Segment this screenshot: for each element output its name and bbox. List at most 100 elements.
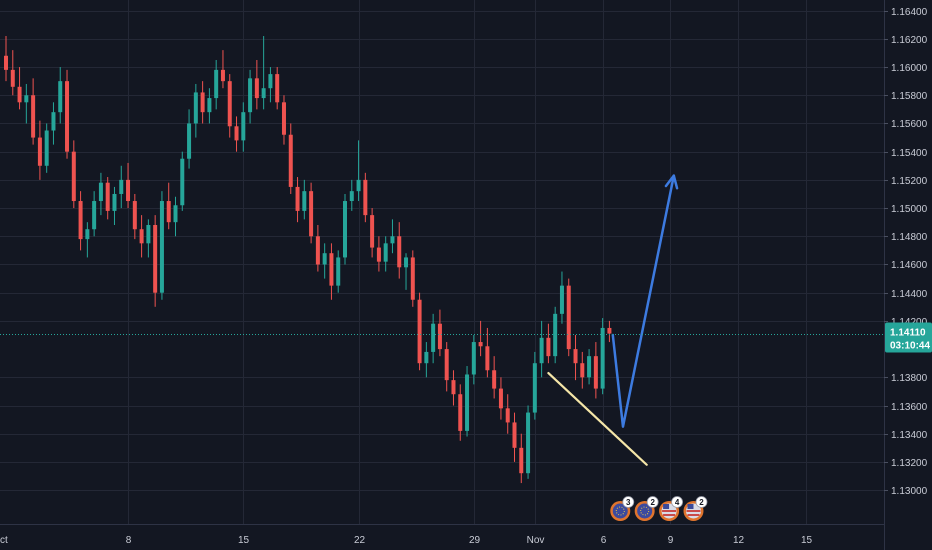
event-count: 2: [699, 498, 704, 507]
candle-body: [98, 182, 103, 202]
date-tick-label: 8: [126, 535, 132, 546]
candle-body: [275, 74, 280, 103]
candle-body: [146, 225, 151, 244]
candle-body: [105, 182, 110, 211]
candle-body: [465, 374, 470, 431]
price-tick-label: 1.14400: [891, 289, 928, 300]
candle-body: [254, 78, 259, 99]
candle-body: [349, 191, 354, 202]
drawing-annotations[interactable]: [547, 174, 679, 466]
candle-body: [478, 342, 483, 347]
candle-body: [17, 86, 22, 103]
price-tick-label: 1.14800: [891, 232, 928, 243]
candle-body: [363, 179, 368, 216]
candle-body: [281, 102, 286, 135]
price-tick-label: 1.13200: [891, 458, 928, 469]
event-count-bubble: [622, 496, 635, 508]
event-count: 2: [650, 498, 655, 507]
candle-body: [227, 81, 232, 127]
flag-stripe: [662, 510, 677, 512]
candle-body: [44, 130, 49, 166]
event-badge[interactable]: 3: [610, 496, 635, 522]
price-tick-label: 1.15800: [891, 91, 928, 102]
flag-stripe: [686, 510, 701, 512]
candle-body: [302, 191, 307, 211]
candle-body: [437, 323, 442, 350]
candle-body: [153, 225, 158, 293]
price-tick-label: 1.15400: [891, 148, 928, 159]
candle-body: [505, 408, 510, 423]
candle-body: [126, 179, 131, 202]
candle-body: [593, 356, 598, 389]
date-tick-label: ct: [0, 535, 8, 546]
flag-canton: [687, 504, 694, 509]
candle-body: [288, 134, 293, 187]
candle-body: [207, 98, 212, 113]
projection-path[interactable]: [611, 174, 676, 428]
event-badge[interactable]: 2: [683, 496, 708, 522]
candle-body: [309, 191, 314, 237]
candle-body: [376, 247, 381, 262]
candle-body: [139, 229, 144, 244]
candle-body: [397, 236, 402, 268]
event-badge[interactable]: 4: [659, 496, 683, 522]
economic-event-badges[interactable]: 3 2 4 2: [610, 496, 708, 522]
candle-body: [248, 78, 253, 113]
eu-flag-icon: [612, 503, 628, 519]
last-price-marker: 1.14110 03:10:44: [0, 322, 932, 353]
candle-body: [526, 412, 531, 474]
candle-body: [65, 81, 70, 152]
candle-body: [166, 201, 171, 223]
price-tick-label: 1.16400: [891, 7, 928, 18]
event-count-bubble: [646, 496, 659, 508]
event-count: 3: [626, 498, 631, 507]
flag-stars: [640, 506, 650, 516]
candle-body: [92, 201, 97, 230]
candle-body: [261, 88, 266, 99]
last-price-value: 1.14110: [890, 328, 926, 339]
candle-body: [315, 236, 320, 265]
candle-body: [566, 285, 571, 350]
candle-body: [214, 69, 219, 99]
support-trendline[interactable]: [547, 371, 648, 466]
date-axis[interactable]: ct 8 15 22 29 Nov 6 9 12 15: [0, 524, 884, 547]
candle-body: [180, 158, 185, 206]
candle-body: [546, 337, 551, 357]
candle-body: [471, 342, 476, 375]
candle-body: [356, 179, 361, 192]
event-badge[interactable]: 2: [634, 496, 659, 522]
event-count: 4: [675, 498, 680, 507]
candle-body: [607, 327, 612, 334]
candle-body: [268, 74, 273, 89]
candle-body: [78, 201, 83, 240]
flag-canton: [663, 504, 670, 509]
candle-body: [410, 257, 415, 300]
date-tick-label: 22: [354, 535, 366, 546]
price-tick-label: 1.15000: [891, 204, 928, 215]
date-tick-label: 9: [668, 535, 674, 546]
candle-body: [485, 346, 490, 371]
date-tick-label: 12: [733, 535, 745, 546]
candle-body: [383, 243, 388, 262]
flag-stars: [615, 506, 625, 516]
candle-body: [71, 151, 76, 202]
candle-body: [343, 201, 347, 258]
candle-body: [193, 92, 198, 124]
candle-body: [573, 349, 578, 364]
candle-body: [600, 327, 605, 389]
candle-body: [329, 253, 334, 286]
candle-body: [234, 126, 239, 141]
last-price-tag: [885, 322, 932, 353]
candle-body: [187, 123, 192, 159]
candle-body: [587, 356, 592, 378]
candle-body: [424, 351, 429, 364]
candle-body: [580, 363, 585, 378]
candle-body: [370, 215, 375, 248]
flag-stripe: [663, 514, 676, 516]
candlestick-series: [4, 36, 612, 484]
event-count-bubble: [671, 496, 683, 508]
price-tick-label: 1.16000: [891, 63, 928, 74]
bar-countdown: 03:10:44: [890, 341, 930, 352]
price-tick-label: 1.13400: [891, 430, 928, 441]
